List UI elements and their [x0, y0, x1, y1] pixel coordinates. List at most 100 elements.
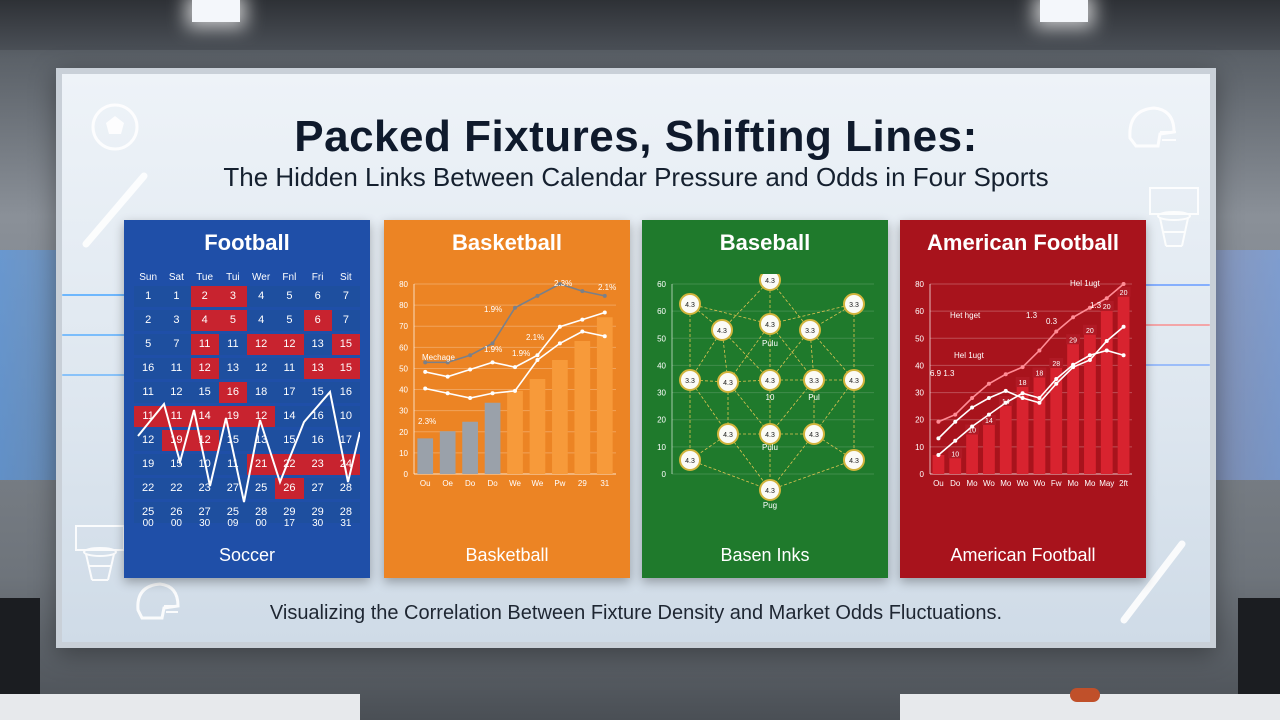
calendar-cell: 22: [134, 478, 163, 499]
light-streak: [1120, 284, 1210, 286]
bar: [932, 455, 945, 474]
series-point: [513, 365, 517, 370]
calendar-cell: 11: [162, 358, 191, 379]
x-tick-label: Mo: [967, 479, 979, 488]
series-point: [1104, 348, 1109, 353]
series-line: [938, 283, 1125, 423]
calendar-cell: 16: [303, 406, 332, 427]
x-tick-label: Do: [465, 479, 476, 488]
foot-label: 17: [283, 518, 295, 529]
calendar-row: 16 11 12 13 12 11 13 15: [134, 358, 360, 379]
bar-data-label: 18: [1019, 380, 1027, 387]
bar: [507, 390, 523, 474]
calendar-cell-busy: 3: [218, 286, 247, 307]
calendar-cell: 25: [218, 502, 247, 523]
calendar-cell-busy: 16: [218, 382, 247, 403]
series-point: [1037, 396, 1042, 400]
calendar-cell: 11: [218, 334, 247, 355]
network-edge: [809, 329, 855, 381]
x-tick-label: Oe: [442, 479, 453, 488]
network-edge: [721, 279, 771, 331]
series-point: [986, 396, 991, 400]
panel-footer: American Football: [950, 545, 1096, 565]
y-tick-label: 60: [657, 307, 666, 316]
network-edge: [727, 381, 771, 435]
series-point: [1054, 381, 1059, 386]
network-node: [843, 449, 865, 471]
bar-label-box: [965, 424, 979, 435]
series-point: [513, 388, 517, 393]
series-point: [1003, 400, 1008, 405]
x-tick-label: Wo: [1033, 479, 1045, 488]
network-node: [759, 369, 781, 391]
american-football-chart: 010203040506080Ou10Do10Mo14Wo14Mo18Wo18W…: [915, 279, 1132, 488]
calendar-cell: 29: [275, 502, 304, 523]
presentation-screen: Packed Fixtures, Shifting Lines: The Hid…: [56, 68, 1216, 648]
american-football-panel: American Football 0 10 20 30 40 50 60 80 Ou 10 Do 1…: [900, 220, 1146, 578]
y-tick-label: 40: [399, 386, 408, 395]
bar: [1084, 326, 1096, 474]
annotation-label: 0.3: [1046, 317, 1058, 326]
y-tick-label: 30: [657, 389, 666, 398]
left-desk: [0, 694, 360, 720]
series-point: [423, 386, 428, 391]
bar-data-label: 20: [1103, 304, 1111, 311]
annotation-label: 2.1%: [526, 333, 544, 342]
foot-label: 00: [142, 518, 154, 529]
panel-title: American Football: [927, 230, 1119, 255]
calendar-cell: 12: [134, 430, 163, 451]
calendar-cell: 7: [331, 286, 360, 307]
calendar-cell: 4: [247, 310, 276, 331]
bar: [439, 431, 456, 474]
calendar-cell-busy: 12: [275, 334, 304, 355]
network-edge: [689, 379, 729, 435]
x-tick-label: We: [532, 479, 544, 488]
calendar-cell: 29: [303, 502, 332, 523]
series-point: [580, 317, 585, 322]
light-streak: [1126, 364, 1210, 366]
series-point: [1054, 329, 1059, 334]
calendar-footer: 00 00 30 09 00 17 30 31: [134, 518, 360, 529]
series-point: [490, 341, 495, 346]
day-label: Sat: [168, 272, 184, 283]
node-label: 4.3: [717, 328, 727, 335]
node-label: 4.3: [809, 432, 819, 439]
y-tick-label: 60: [915, 307, 924, 316]
y-tick-label: 0: [920, 470, 925, 479]
calendar-cell-busy: 4: [190, 310, 219, 331]
bar: [949, 450, 962, 474]
network-edge: [769, 379, 815, 435]
network-edge: [769, 303, 855, 325]
network-node: [803, 423, 825, 445]
annotation-label: Hel 1ugt: [1070, 279, 1101, 288]
calendar-cell-busy: 13: [303, 358, 332, 379]
calendar-cell-busy: 12: [247, 406, 276, 427]
foot-label: 30: [312, 518, 324, 529]
calendar-cell: 16: [134, 358, 163, 379]
x-tick-label: Do: [950, 479, 961, 488]
calendar-cell: 27: [190, 502, 219, 523]
x-tick-label: May: [1099, 479, 1114, 488]
series-point: [1121, 353, 1126, 358]
network-label: 10: [766, 393, 775, 402]
y-tick-label: 60: [399, 343, 408, 352]
foot-label: 30: [199, 518, 211, 529]
calendar-cell: 13: [218, 358, 247, 379]
calendar-cell: 5: [275, 310, 304, 331]
network-edge: [727, 323, 771, 383]
calendar-row: 5 7 11 11 12 12 13 15: [134, 334, 360, 355]
series-point: [1037, 348, 1042, 353]
calendar-cell: 22: [162, 478, 191, 499]
day-label: Tue: [196, 272, 214, 283]
day-label: Sun: [139, 272, 158, 283]
calendar-cell: 17: [275, 382, 304, 403]
network-label: Pulu: [762, 339, 778, 348]
day-label: Tui: [226, 272, 240, 283]
bar: [484, 402, 501, 474]
calendar-day-header: Sun Sat Tue Tui Wer Fnl Fri Sit: [134, 272, 360, 283]
calendar-cell: 14: [275, 406, 304, 427]
series-point: [1104, 296, 1109, 301]
foot-label: 00: [170, 518, 182, 529]
calendar-cell-busy: 15: [331, 334, 360, 355]
